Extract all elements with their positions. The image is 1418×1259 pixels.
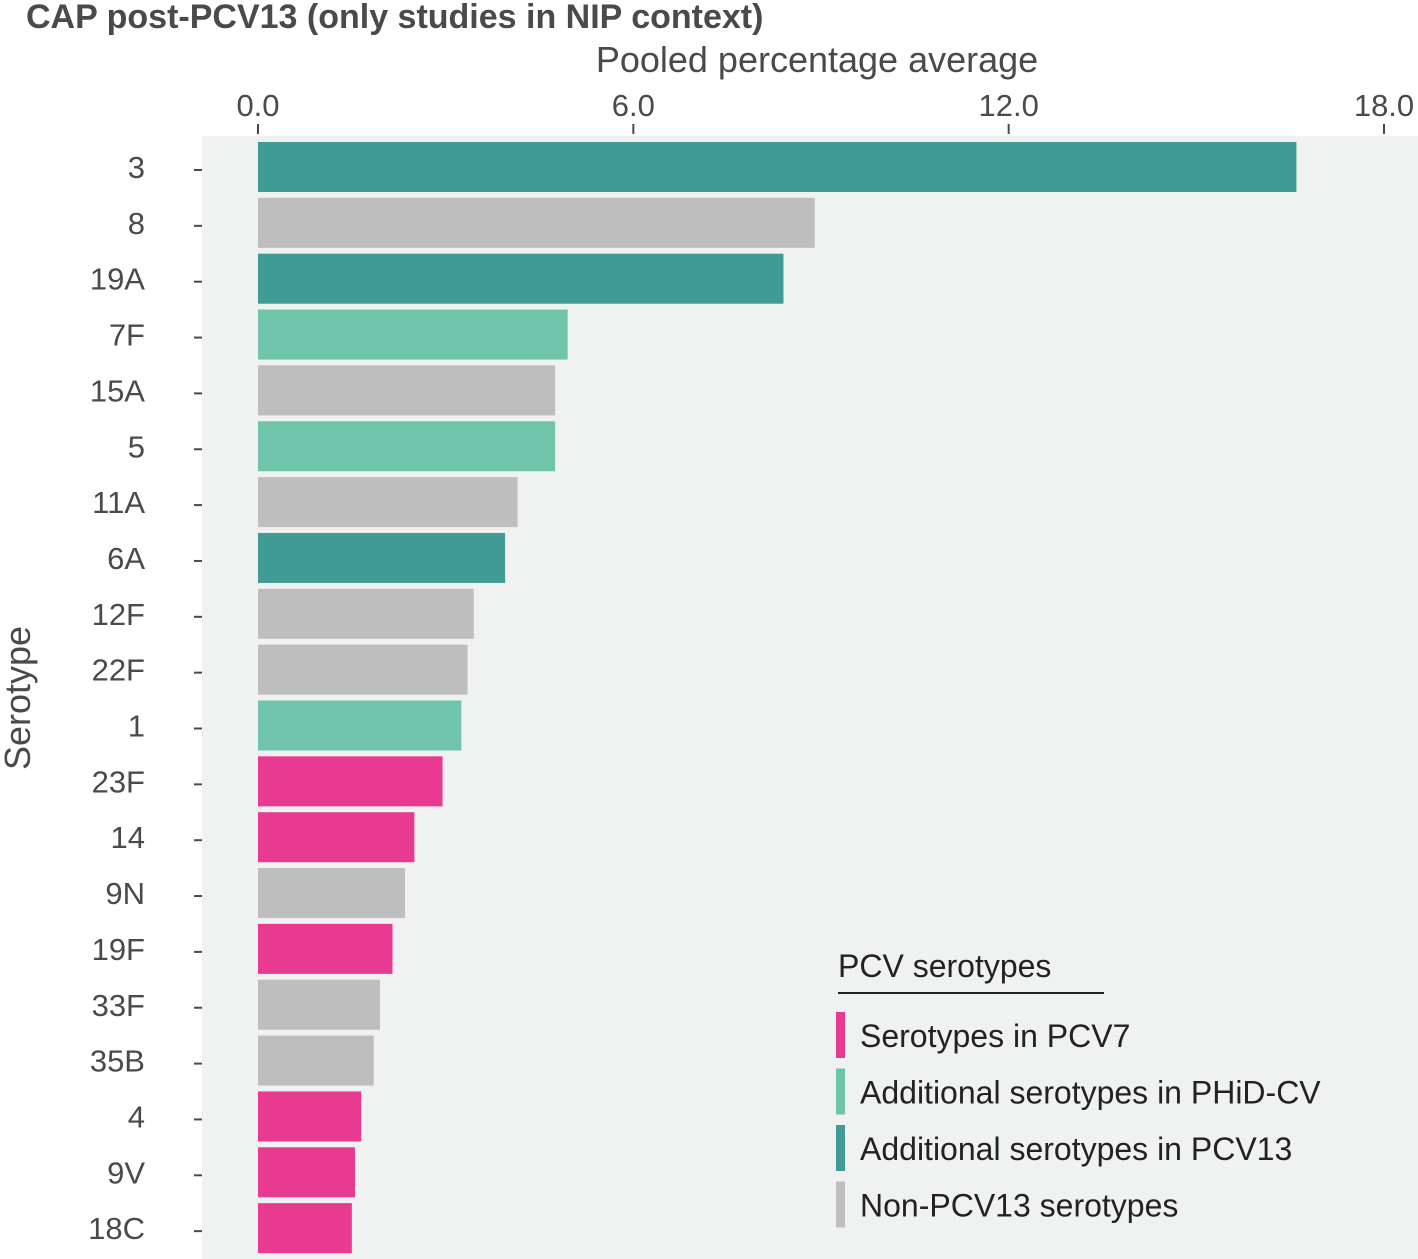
bar-1 — [258, 700, 462, 751]
y-tick-label: 5 — [128, 429, 145, 464]
legend-swatch-pcv7 — [836, 1012, 845, 1058]
y-tick-label: 4 — [128, 1099, 145, 1134]
x-tick-label: 0.0 — [236, 88, 279, 123]
legend-label: Non-PCV13 serotypes — [860, 1188, 1178, 1224]
legend-label: Serotypes in PCV7 — [860, 1018, 1130, 1054]
legend-items: Serotypes in PCV7 Additional serotypes in… — [836, 1012, 1321, 1228]
legend-swatch-phid-cv — [836, 1068, 845, 1115]
y-tick-label: 23F — [92, 764, 145, 799]
y-axis-title: Serotype — [0, 626, 38, 770]
y-tick-label: 35B — [90, 1044, 145, 1079]
bars — [258, 142, 1297, 1254]
bar-18C — [258, 1203, 352, 1254]
legend-title: PCV serotypes — [838, 948, 1051, 984]
y-tick-label: 3 — [128, 150, 145, 185]
y-tick-label: 1 — [128, 709, 145, 744]
y-tick-label: 8 — [128, 206, 145, 241]
bar-23F — [258, 756, 443, 807]
chart-title: CAP post-PCV13 (only studies in NIP cont… — [26, 0, 763, 36]
bar-6A — [258, 532, 506, 583]
legend-swatch-pcv13 — [836, 1125, 845, 1171]
bar-35B — [258, 1035, 374, 1086]
legend-label: Additional serotypes in PHiD-CV — [860, 1075, 1321, 1111]
bar-33F — [258, 979, 380, 1030]
bar-5 — [258, 421, 556, 472]
bar-11A — [258, 477, 518, 528]
bar-9N — [258, 868, 406, 919]
bar-15A — [258, 365, 556, 416]
y-tick-label: 14 — [111, 820, 145, 855]
bar-12F — [258, 588, 474, 639]
x-axis-ticks: 0.0 6.0 12.0 18.0 — [236, 88, 1414, 134]
bar-3 — [258, 142, 1297, 192]
y-axis-categories: 3 8 19A 7F 15A 5 11A 6A 12F 22F 1 23F 14 9N 19F 33F 35B 4… — [88, 150, 202, 1246]
legend: PCV serotypes Serotypes in PCV7 Additiona… — [836, 948, 1321, 1228]
y-tick-label: 33F — [92, 988, 145, 1023]
y-tick-label: 12F — [92, 597, 145, 632]
bar-7F — [258, 309, 568, 360]
y-tick-label: 19F — [92, 932, 145, 967]
x-tick-label: 18.0 — [1354, 88, 1414, 123]
legend-label: Additional serotypes in PCV13 — [860, 1131, 1292, 1167]
bar-19F — [258, 923, 393, 974]
bar-22F — [258, 644, 468, 695]
x-tick-label: 12.0 — [978, 88, 1038, 123]
y-tick-label: 11A — [92, 485, 145, 520]
bar-4 — [258, 1091, 362, 1142]
y-tick-label: 15A — [90, 373, 145, 408]
legend-swatch-non-pcv13 — [836, 1181, 845, 1228]
y-tick-label: 9V — [107, 1155, 145, 1190]
y-tick-label: 22F — [92, 653, 145, 688]
bar-8 — [258, 197, 815, 248]
bar-19A — [258, 253, 784, 304]
y-tick-label: 6A — [107, 541, 145, 576]
y-tick-label: 7F — [109, 318, 145, 353]
bar-14 — [258, 812, 415, 863]
y-tick-label: 9N — [105, 876, 145, 911]
x-tick-label: 6.0 — [612, 88, 655, 123]
y-tick-label: 18C — [88, 1211, 145, 1246]
y-tick-label: 19A — [90, 262, 145, 297]
x-axis-title: Pooled percentage average — [596, 39, 1038, 80]
bar-9V — [258, 1147, 355, 1198]
